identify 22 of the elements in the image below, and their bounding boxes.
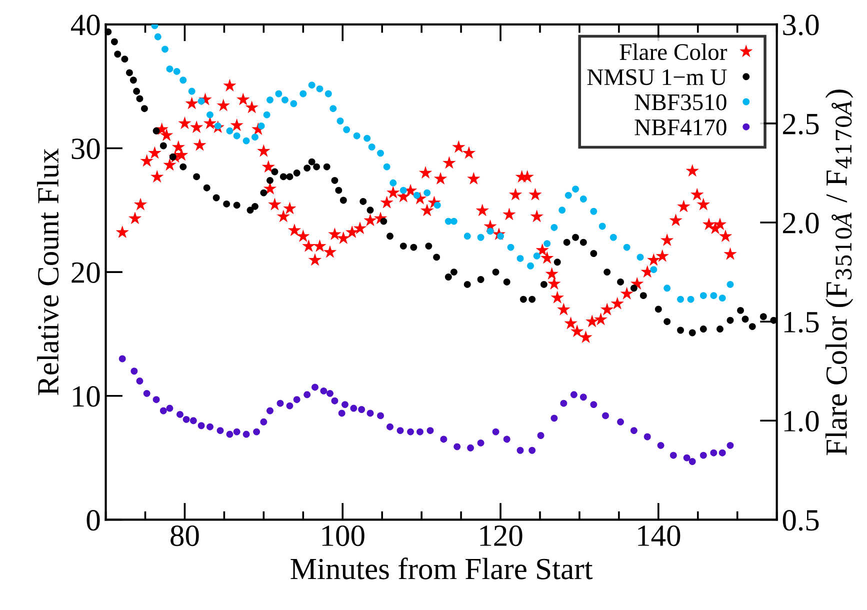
y-tick-label: 40 [70, 14, 100, 36]
x-tick-label: 140 [638, 525, 680, 546]
y2-tick-label: 1.5 [784, 312, 819, 333]
y-tick-label: 0 [86, 510, 100, 531]
x-tick-label: 80 [170, 525, 199, 546]
y2-tick-label: 2.0 [783, 212, 819, 234]
y2-tick-label: 2.5 [783, 114, 819, 134]
y-axis-title: Relative Count Flux [37, 148, 59, 396]
legend-label: Flare Color [620, 43, 728, 60]
y-tick-label: 20 [72, 262, 100, 283]
y2-tick-label: 0.5 [782, 510, 819, 531]
y2-axis-title: Flare Color (F$_{3510Å}$ / F$_{4170Å}$) [825, 90, 854, 456]
y-tick-label: 30 [72, 138, 100, 160]
x-axis-title: Minutes from Flare Start [290, 558, 593, 580]
x-tick-label: 120 [480, 525, 522, 546]
x-tick-label: 100 [322, 525, 364, 546]
y-tick-label: 10 [73, 386, 100, 407]
legend-label: NBF3510 [634, 94, 726, 110]
y2-tick-label: 3.0 [783, 14, 819, 36]
y2-tick-label: 1.0 [784, 410, 819, 432]
legend-label: NBF4170 [634, 119, 726, 136]
legend-label: NMSU 1−m U [587, 69, 727, 86]
